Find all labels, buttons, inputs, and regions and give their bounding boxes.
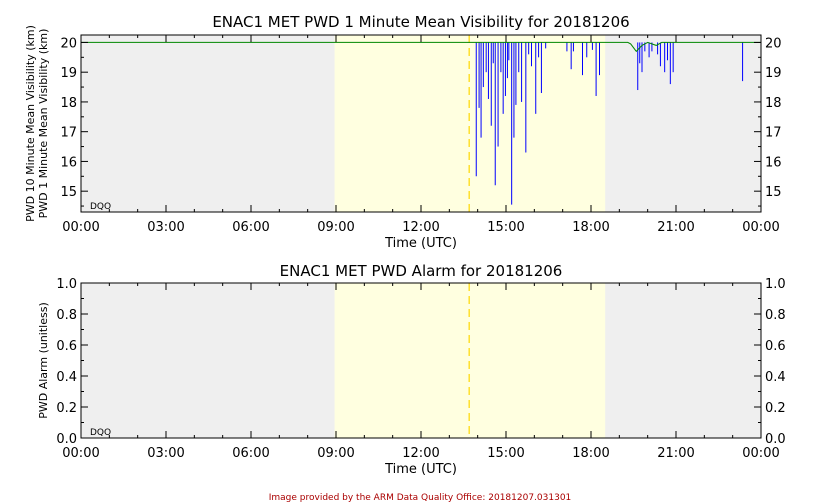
y-tick-label-left: 0.0: [56, 432, 77, 447]
y-tick-label-left: 0.6: [56, 339, 77, 354]
y-tick-label-right: 18: [765, 96, 782, 111]
y-tick-label-right: 19: [765, 66, 782, 81]
y-tick-label-left: 15: [60, 185, 77, 200]
x-tick-label: 06:00: [232, 446, 269, 461]
y-tick-label-left: 20: [60, 36, 77, 51]
y-tick-label-right: 1.0: [765, 277, 786, 292]
x-tick-label: 18:00: [572, 220, 609, 235]
x-tick-label: 12:00: [402, 220, 439, 235]
x-tick-label: 00:00: [62, 446, 99, 461]
y-tick-label-left: 0.2: [56, 401, 77, 416]
x-tick-label: 18:00: [572, 446, 609, 461]
y-tick-label-left: 17: [60, 126, 77, 141]
daylight-band-0: [334, 35, 606, 212]
x-tick-label: 09:00: [317, 446, 354, 461]
dqo-label-0: DQO: [90, 202, 111, 212]
y-axis-label-alarm: PWD Alarm (unitless): [37, 302, 50, 419]
y-axis-label-1min: PWD 1 Minute Mean Visibility (km): [37, 29, 50, 219]
x-tick-label: 15:00: [487, 446, 524, 461]
x-axis-label-0: Time (UTC): [384, 236, 457, 251]
y-tick-label-right: 17: [765, 126, 782, 141]
y-tick-label-right: 0.4: [765, 370, 786, 385]
y-tick-label-left: 18: [60, 96, 77, 111]
x-tick-label: 00:00: [742, 446, 779, 461]
x-tick-label: 21:00: [657, 446, 694, 461]
dqo-label-1: DQO: [90, 428, 111, 438]
y-tick-label-left: 16: [60, 155, 77, 170]
y-tick-label-left: 1.0: [56, 277, 77, 292]
y-axis-label-10min: PWD 10 Minute Mean Visibility (km): [24, 25, 37, 222]
x-tick-label: 15:00: [487, 220, 524, 235]
visibility-10min-line: [81, 41, 761, 53]
y-tick-label-right: 0.6: [765, 339, 786, 354]
chart-title-0: ENAC1 MET PWD 1 Minute Mean Visibility f…: [212, 13, 629, 31]
x-tick-label: 09:00: [317, 220, 354, 235]
y-tick-label-left: 0.8: [56, 308, 77, 323]
y-tick-label-right: 16: [765, 155, 782, 170]
x-axis-label-1: Time (UTC): [384, 462, 457, 477]
y-tick-label-left: 19: [60, 66, 77, 81]
x-tick-label: 12:00: [402, 446, 439, 461]
daylight-band-1: [334, 283, 606, 438]
x-tick-label: 00:00: [742, 220, 779, 235]
footer-credit: Image provided by the ARM Data Quality O…: [268, 493, 572, 503]
y-tick-label-right: 15: [765, 185, 782, 200]
y-tick-label-left: 0.4: [56, 370, 77, 385]
chart-title-1: ENAC1 MET PWD Alarm for 20181206: [280, 262, 563, 280]
x-tick-label: 21:00: [657, 220, 694, 235]
y-tick-label-right: 0.2: [765, 401, 786, 416]
x-tick-label: 03:00: [147, 446, 184, 461]
y-tick-label-right: 20: [765, 36, 782, 51]
y-tick-label-right: 0.0: [765, 432, 786, 447]
x-tick-label: 06:00: [232, 220, 269, 235]
x-tick-label: 03:00: [147, 220, 184, 235]
x-tick-label: 00:00: [62, 220, 99, 235]
y-tick-label-right: 0.8: [765, 308, 786, 323]
